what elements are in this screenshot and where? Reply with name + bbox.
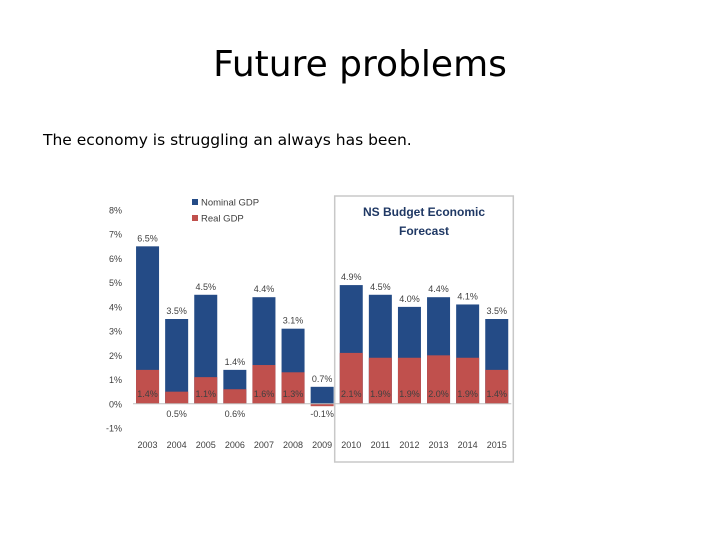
real-gdp-bar	[456, 357, 480, 404]
real-gdp-bar	[136, 369, 160, 404]
real-gdp-bar	[252, 365, 276, 404]
real-data-label: 2.0%	[428, 389, 449, 399]
x-tick-label: 2012	[399, 440, 419, 450]
y-tick-label: 4%	[109, 302, 122, 312]
real-gdp-bar	[397, 357, 421, 404]
nominal-data-label: 3.5%	[166, 306, 187, 316]
real-gdp-bar	[368, 357, 392, 404]
real-data-label: 0.5%	[166, 409, 187, 419]
nominal-data-label: 4.1%	[457, 291, 478, 301]
real-data-label: 1.1%	[195, 389, 216, 399]
real-data-label: -0.1%	[310, 409, 334, 419]
real-data-label: 1.4%	[137, 389, 158, 399]
y-tick-label: 3%	[109, 327, 122, 337]
real-gdp-bar	[485, 369, 509, 404]
x-tick-label: 2011	[371, 440, 390, 450]
nominal-data-label: 4.9%	[341, 272, 362, 282]
real-gdp-bar	[339, 352, 363, 404]
y-tick-label: 7%	[109, 230, 122, 240]
y-tick-label: 0%	[109, 399, 122, 409]
forecast-box	[333, 195, 515, 463]
x-tick-label: 2009	[312, 440, 332, 450]
real-data-label: 1.3%	[283, 389, 304, 399]
legend-label: Nominal GDP	[201, 198, 259, 209]
real-gdp-bar	[310, 403, 334, 407]
real-gdp-bar	[281, 372, 305, 404]
nominal-gdp-bar	[136, 246, 160, 404]
y-tick-label: 8%	[109, 206, 122, 216]
x-tick-label: 2004	[167, 440, 187, 450]
y-tick-label: 2%	[109, 351, 122, 361]
x-tick-label: 2008	[283, 440, 303, 450]
nominal-data-label: 1.4%	[225, 357, 246, 367]
nominal-data-label: 0.7%	[312, 374, 333, 384]
real-data-label: 1.6%	[254, 389, 275, 399]
y-tick-label: 5%	[109, 278, 122, 288]
real-data-label: 1.9%	[399, 389, 420, 399]
nominal-data-label: 4.5%	[370, 282, 391, 292]
x-tick-label: 2014	[458, 440, 478, 450]
nominal-data-label: 4.4%	[428, 284, 449, 294]
nominal-gdp-bar	[310, 386, 334, 404]
forecast-title-line2: Forecast	[399, 224, 449, 238]
x-tick-label: 2007	[254, 440, 274, 450]
x-tick-label: 2005	[196, 440, 216, 450]
real-gdp-bar	[223, 389, 247, 404]
y-tick-label: 1%	[109, 375, 122, 385]
real-data-label: 1.9%	[457, 389, 478, 399]
real-gdp-bar	[194, 377, 218, 404]
gdp-chart: NS Budget Economic Forecast -1% 0% 1% 2% 3% 4% 5…	[100, 190, 520, 465]
real-data-label: 2.1%	[341, 389, 362, 399]
nominal-data-label: 4.0%	[399, 294, 420, 304]
nominal-gdp-bar	[165, 319, 189, 404]
nominal-data-label: 4.5%	[195, 282, 216, 292]
x-tick-label: 2006	[225, 440, 245, 450]
real-gdp-bar	[165, 391, 189, 404]
legend-swatch	[192, 199, 198, 205]
real-data-label: 0.6%	[225, 409, 246, 419]
x-tick-label: 2013	[429, 440, 449, 450]
nominal-data-label: 3.1%	[283, 316, 304, 326]
y-tick-label: -1%	[106, 424, 122, 434]
x-tick-label: 2010	[341, 440, 361, 450]
slide-title: Future problems	[213, 44, 507, 85]
real-data-label: 1.4%	[486, 389, 507, 399]
legend-label: Real GDP	[201, 214, 244, 225]
legend-swatch	[192, 215, 198, 221]
real-gdp-bar	[427, 355, 451, 404]
forecast-title-line1: NS Budget Economic	[363, 205, 485, 219]
nominal-data-label: 3.5%	[486, 306, 507, 316]
x-tick-label: 2015	[487, 440, 507, 450]
gdp-chart-svg: NS Budget Economic Forecast -1% 0% 1% 2% 3% 4% 5…	[106, 195, 515, 463]
nominal-data-label: 4.4%	[254, 284, 275, 294]
x-tick-label: 2003	[138, 440, 158, 450]
slide-body-text: The economy is struggling an always has …	[43, 131, 412, 149]
real-data-label: 1.9%	[370, 389, 391, 399]
nominal-data-label: 6.5%	[137, 233, 158, 243]
nominal-gdp-bar	[194, 294, 218, 404]
y-tick-label: 6%	[109, 254, 122, 264]
